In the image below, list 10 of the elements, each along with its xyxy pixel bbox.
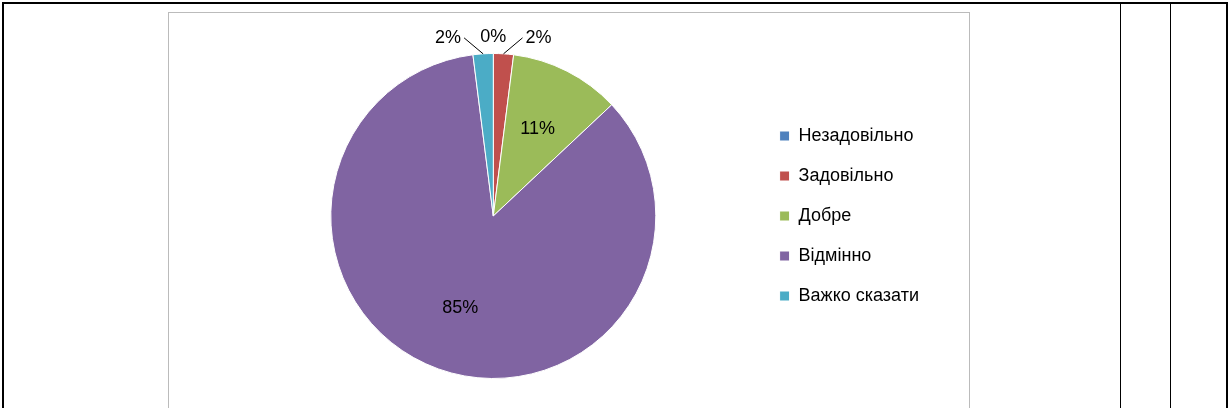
data-label: 11% bbox=[520, 118, 555, 139]
data-label: 2% bbox=[435, 26, 462, 47]
legend-label: Добре bbox=[798, 204, 852, 225]
legend-label: Важко сказати bbox=[798, 284, 920, 305]
data-label: 2% bbox=[525, 26, 552, 47]
text: 0% bbox=[480, 26, 507, 47]
legend-label: Відмінно bbox=[798, 244, 872, 265]
legend-label: Задовільно bbox=[798, 164, 894, 185]
data-label: 85% bbox=[442, 296, 479, 317]
legend-label: Незадовільно bbox=[798, 124, 914, 145]
